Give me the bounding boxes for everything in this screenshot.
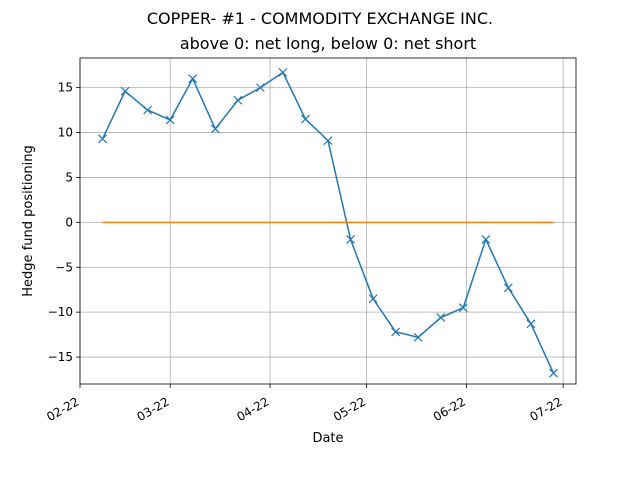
data-point-marker: [301, 114, 310, 124]
data-point-marker: [278, 67, 288, 77]
data-point-marker: [458, 303, 468, 313]
data-point-marker: [188, 74, 198, 84]
y-tick-label: 0: [65, 215, 73, 229]
data-point-marker: [503, 283, 513, 293]
data-point-marker: [346, 234, 355, 244]
data-point-marker: [233, 95, 243, 105]
data-point-marker: [255, 83, 265, 93]
chart-subtitle: above 0: net long, below 0: net short: [180, 34, 476, 53]
data-point-marker: [413, 332, 423, 342]
plot-frame: [79, 57, 577, 385]
y-tick-label: 5: [65, 170, 73, 184]
data-point-marker: [391, 327, 401, 337]
data-point-marker: [481, 234, 491, 244]
y-tick-label: 10: [58, 126, 73, 140]
data-point-marker: [120, 86, 130, 96]
data-point-marker: [98, 134, 107, 144]
y-tick-layer: −15 −10 −5 0 5 10 15: [48, 81, 80, 364]
y-tick-label: 15: [58, 81, 73, 95]
y-tick-label: −5: [55, 260, 73, 274]
data-point-marker: [165, 115, 175, 125]
data-point-marker: [526, 319, 536, 329]
y-tick-label: −10: [48, 305, 73, 319]
y-axis-label: Hedge fund positioning: [21, 145, 36, 296]
axes-layer: [79, 57, 577, 385]
y-tick-label: −15: [48, 350, 73, 364]
x-axis-label: Date: [312, 431, 343, 446]
chart-title: COPPER- #1 - COMMODITY EXCHANGE INC.: [147, 9, 493, 28]
series-layer: [98, 67, 558, 378]
data-point-marker: [323, 136, 333, 146]
data-point-marker: [368, 294, 378, 304]
data-point-marker: [210, 124, 220, 134]
data-point-marker: [549, 368, 558, 378]
data-point-marker: [436, 313, 446, 322]
data-point-marker: [143, 105, 153, 115]
